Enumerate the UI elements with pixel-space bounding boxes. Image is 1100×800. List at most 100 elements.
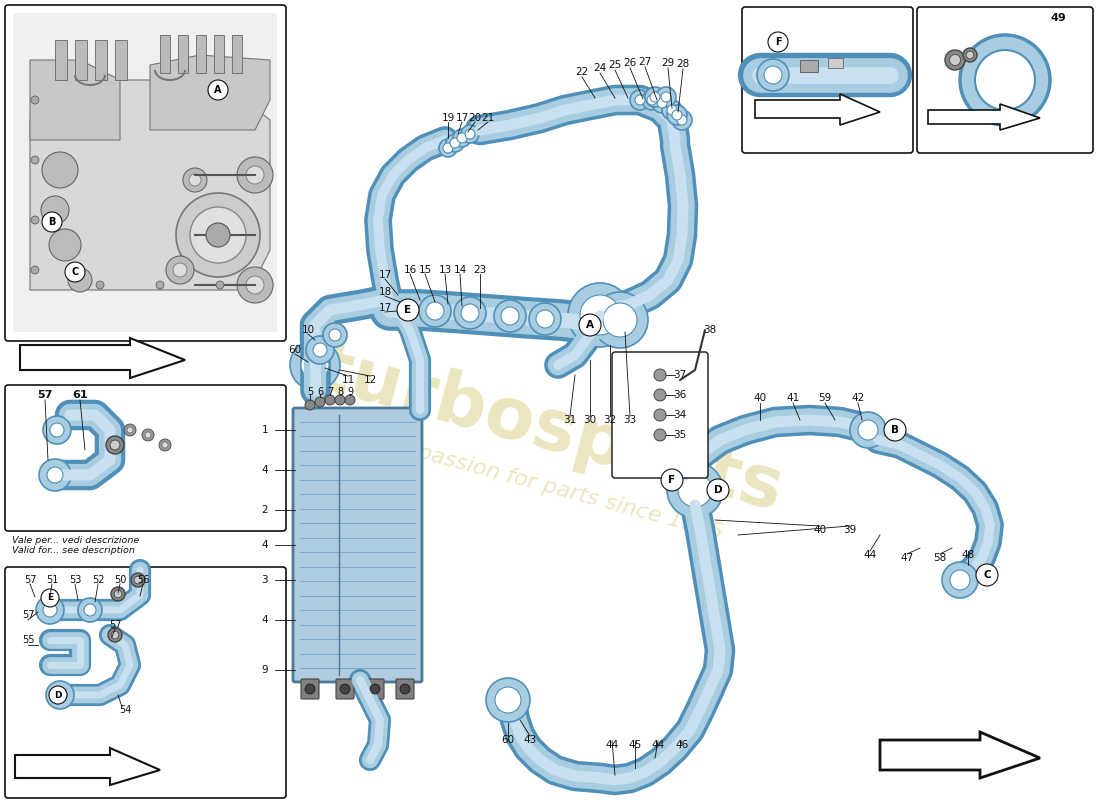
Text: D: D [714, 485, 723, 495]
Circle shape [456, 133, 468, 143]
Circle shape [176, 193, 260, 277]
Circle shape [579, 314, 601, 336]
Text: B: B [48, 217, 56, 227]
Circle shape [173, 263, 187, 277]
Text: 54: 54 [119, 705, 131, 715]
Text: 44: 44 [605, 740, 618, 750]
Circle shape [654, 389, 666, 401]
Text: 4: 4 [262, 465, 268, 475]
Text: 25: 25 [608, 60, 622, 70]
Circle shape [642, 90, 662, 110]
Circle shape [96, 281, 104, 289]
Circle shape [162, 442, 168, 448]
Circle shape [645, 87, 665, 107]
Circle shape [108, 628, 122, 642]
Text: 29: 29 [661, 58, 674, 68]
Text: F: F [774, 37, 781, 47]
Circle shape [592, 292, 648, 348]
Circle shape [768, 32, 788, 52]
Circle shape [183, 168, 207, 192]
FancyBboxPatch shape [6, 5, 286, 341]
Circle shape [661, 92, 671, 102]
Circle shape [661, 469, 683, 491]
Circle shape [216, 281, 224, 289]
Text: 30: 30 [583, 415, 596, 425]
Circle shape [43, 416, 72, 444]
Text: 20: 20 [469, 113, 482, 123]
Text: 46: 46 [675, 740, 689, 750]
Text: 16: 16 [404, 265, 417, 275]
Text: C: C [983, 570, 991, 580]
Text: 31: 31 [563, 415, 576, 425]
Bar [95, 40, 107, 80]
Text: 38: 38 [703, 325, 716, 335]
Bar [828, 58, 843, 68]
Bar [55, 40, 67, 80]
Circle shape [336, 395, 345, 405]
Text: 8: 8 [337, 387, 343, 397]
Circle shape [305, 400, 315, 410]
Bar [232, 35, 242, 73]
Circle shape [858, 420, 878, 440]
Text: 9: 9 [262, 665, 268, 675]
Circle shape [301, 351, 329, 379]
Text: 1: 1 [262, 425, 268, 435]
Text: 43: 43 [524, 735, 537, 745]
Circle shape [465, 129, 475, 139]
Text: 52: 52 [91, 575, 104, 585]
Circle shape [305, 684, 315, 694]
Text: 60: 60 [502, 735, 515, 745]
Circle shape [419, 295, 451, 327]
Circle shape [945, 50, 965, 70]
Circle shape [370, 684, 379, 694]
Circle shape [446, 134, 464, 152]
Text: 26: 26 [624, 58, 637, 68]
Text: 60: 60 [288, 345, 301, 355]
Circle shape [850, 412, 886, 448]
Text: 56: 56 [136, 575, 150, 585]
Circle shape [315, 397, 324, 407]
Text: 41: 41 [786, 393, 800, 403]
Circle shape [31, 266, 38, 274]
Text: 2: 2 [262, 505, 268, 515]
Circle shape [495, 687, 521, 713]
Circle shape [42, 152, 78, 188]
Circle shape [450, 138, 460, 148]
Polygon shape [15, 748, 159, 785]
FancyBboxPatch shape [301, 679, 319, 699]
Text: 45: 45 [628, 740, 641, 750]
Text: 57: 57 [24, 575, 36, 585]
Circle shape [124, 424, 136, 436]
Bar [178, 35, 188, 73]
Circle shape [966, 51, 974, 59]
Circle shape [65, 262, 85, 282]
Circle shape [757, 59, 789, 91]
Circle shape [962, 48, 977, 62]
Text: 58: 58 [934, 553, 947, 563]
Circle shape [657, 98, 667, 108]
FancyBboxPatch shape [396, 679, 414, 699]
FancyBboxPatch shape [293, 408, 422, 682]
Circle shape [443, 143, 453, 153]
Circle shape [134, 576, 142, 584]
Circle shape [672, 110, 682, 120]
Circle shape [246, 166, 264, 184]
Circle shape [494, 300, 526, 332]
Text: 6: 6 [317, 387, 323, 397]
Circle shape [650, 92, 660, 102]
Polygon shape [30, 80, 270, 290]
Circle shape [500, 307, 519, 325]
Bar [116, 40, 127, 80]
Circle shape [568, 283, 632, 347]
Text: 7: 7 [327, 387, 333, 397]
Text: 17: 17 [455, 113, 469, 123]
Circle shape [672, 110, 692, 130]
Circle shape [50, 229, 81, 261]
Circle shape [942, 562, 978, 598]
Circle shape [114, 590, 122, 598]
Circle shape [31, 156, 38, 164]
Text: 13: 13 [439, 265, 452, 275]
Circle shape [454, 297, 486, 329]
Text: 44: 44 [864, 550, 877, 560]
Circle shape [656, 87, 676, 107]
